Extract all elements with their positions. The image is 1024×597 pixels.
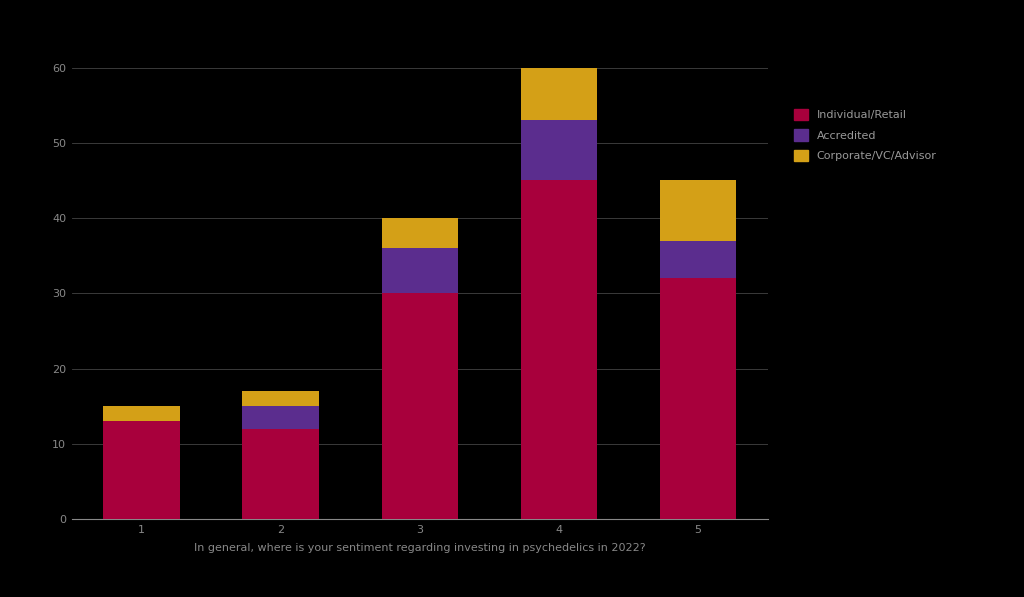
Bar [382,248,458,294]
Bar [103,421,180,519]
Bar [521,180,597,519]
Bar [103,407,180,421]
Bar [382,294,458,519]
Bar [521,120,597,180]
Bar [382,218,458,248]
Bar [659,278,736,519]
Bar [243,392,318,407]
Bar [659,241,736,278]
Legend: Individual/Retail, Accredited, Corporate/VC/Advisor: Individual/Retail, Accredited, Corporate… [795,109,937,161]
X-axis label: In general, where is your sentiment regarding investing in psychedelics in 2022?: In general, where is your sentiment rega… [194,543,646,553]
Bar [243,407,318,429]
Bar [243,429,318,519]
Bar [659,180,736,241]
Bar [521,67,597,120]
